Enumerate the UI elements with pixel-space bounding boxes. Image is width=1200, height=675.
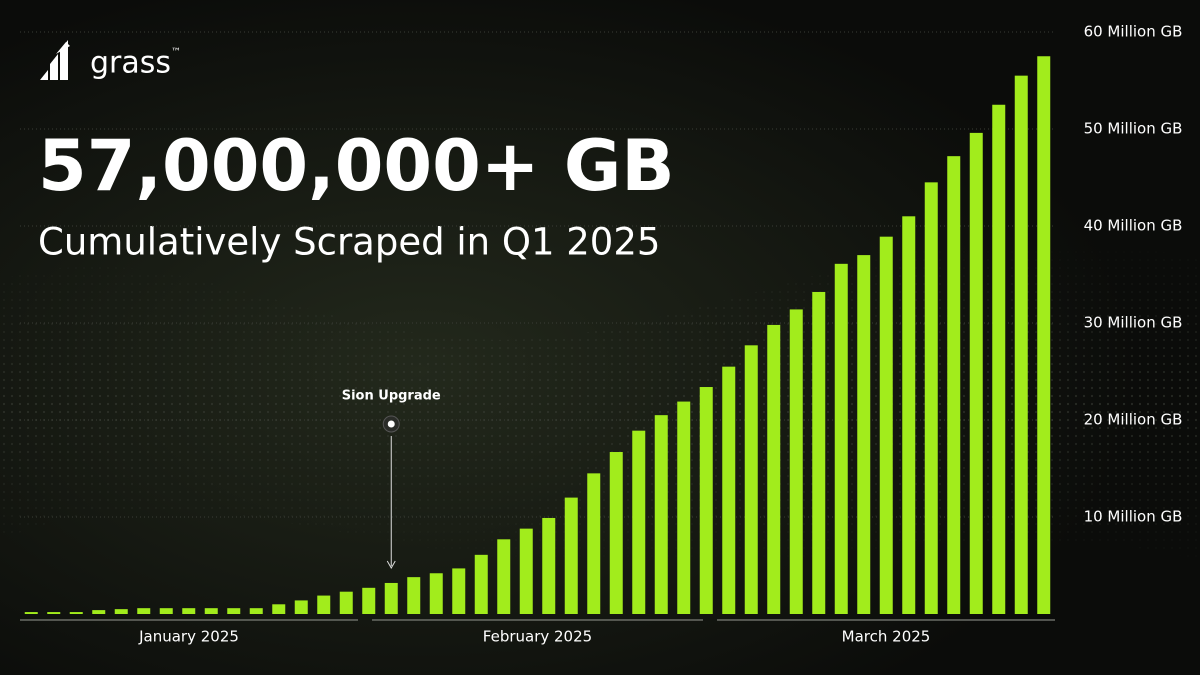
bar (24, 612, 38, 614)
y-tick-label: 20 Million GB (1084, 411, 1183, 429)
bar (947, 156, 961, 614)
bar (564, 497, 578, 614)
bar (339, 591, 353, 614)
annotation-dot (387, 420, 395, 428)
bar (879, 236, 893, 615)
bar (812, 291, 826, 614)
bar (677, 401, 691, 614)
bar (857, 255, 871, 614)
y-tick-label: 50 Million GB (1084, 120, 1183, 138)
bar (654, 415, 668, 614)
bar (542, 517, 556, 614)
month-label: February 2025 (483, 628, 592, 646)
y-tick-label: 30 Million GB (1084, 314, 1183, 332)
bar (1037, 56, 1051, 614)
annotation-arrowhead (386, 560, 396, 570)
bar (924, 182, 938, 614)
bar (137, 608, 151, 614)
bar (227, 608, 241, 614)
bar (384, 582, 398, 614)
bar (789, 309, 803, 614)
bar (47, 612, 61, 614)
bar (744, 345, 758, 614)
annotation-label: Sion Upgrade (342, 389, 441, 404)
subheadline: Cumulatively Scraped in Q1 2025 (38, 221, 660, 264)
bar (834, 263, 848, 614)
bar (452, 568, 466, 614)
bar (767, 324, 781, 614)
bar (317, 595, 331, 614)
bar (699, 387, 713, 614)
bar (1014, 75, 1028, 614)
brand-mark: ™ (171, 47, 181, 58)
bar (609, 452, 623, 614)
y-tick-label: 10 Million GB (1084, 508, 1183, 526)
bar (204, 608, 218, 614)
y-tick-label: 40 Million GB (1084, 217, 1183, 235)
bar (497, 539, 511, 614)
bar (429, 573, 443, 614)
bar (249, 608, 263, 614)
bar (272, 604, 286, 614)
bar (362, 587, 376, 614)
bar (92, 610, 106, 614)
logo-icon (40, 40, 70, 80)
bar (407, 577, 421, 614)
bar (519, 528, 533, 614)
month-label: March 2025 (842, 628, 931, 646)
bar (294, 600, 308, 614)
bar (722, 366, 736, 614)
month-label: January 2025 (138, 628, 239, 646)
bar (182, 608, 196, 614)
bar (902, 216, 916, 615)
bar (969, 132, 983, 614)
y-tick-label: 60 Million GB (1084, 23, 1183, 41)
bar (114, 609, 128, 614)
headline: 57,000,000+ GB (38, 125, 675, 207)
bar (474, 554, 488, 614)
bar (587, 473, 601, 614)
bar (992, 104, 1006, 614)
bar (159, 608, 173, 614)
bar (69, 612, 83, 614)
brand-name: grass (90, 46, 171, 81)
bar (632, 430, 646, 614)
